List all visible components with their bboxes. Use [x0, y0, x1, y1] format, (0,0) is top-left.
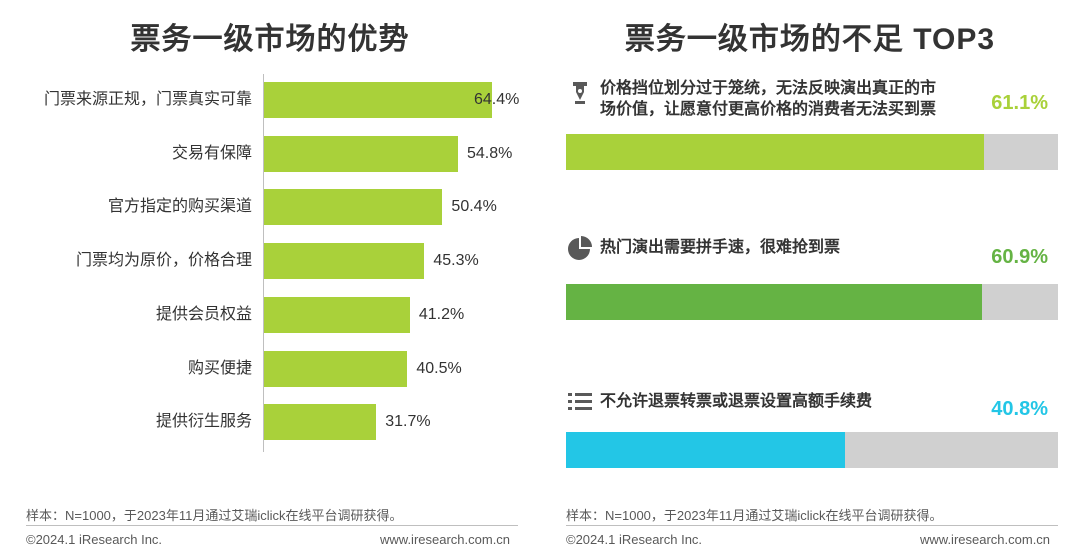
- data-label: 40.5%: [416, 359, 462, 377]
- advantages-title: 票务一级市场的优势: [130, 23, 410, 56]
- shortcoming-text: 热门演出需要拼手速，很难抢到票: [600, 239, 841, 256]
- advantages-panel: 票务一级市场的优势 门票来源正规，门票真实可靠 64.4% 交易有保障 54.8% 官方…: [0, 23, 540, 547]
- shortcoming-text: 价格挡位划分过于笼统，无法反映演出真正的市场价值，让愿意付更高价格的消费者无法买…: [600, 80, 937, 118]
- category-label: 门票来源正规，门票真实可靠: [43, 91, 252, 108]
- data-label: 45.3%: [433, 252, 479, 270]
- shortcoming-track-1: [566, 134, 1058, 170]
- shortcoming-track-3: [566, 432, 1058, 468]
- bar-row: 官方指定的购买渠道 50.4%: [0, 189, 540, 226]
- shortcoming-bar-3: [566, 432, 845, 468]
- data-label: 50.4%: [451, 198, 497, 216]
- list-icon: [566, 388, 594, 416]
- bar: [264, 135, 458, 172]
- bar: [264, 243, 425, 280]
- bar: [264, 296, 410, 333]
- shortcoming-text: 不允许退票转票或退票设置高额手续费: [600, 393, 873, 410]
- sample-note: 样本：N=1000，于2023年11月通过艾瑞iclick在线平台调研获得。: [26, 508, 403, 523]
- bar-row: 门票来源正规，门票真实可靠 64.4%: [0, 82, 540, 118]
- category-label: 官方指定的购买渠道: [107, 198, 252, 216]
- data-label: 54.8%: [467, 144, 513, 162]
- category-axis-line: [263, 74, 264, 452]
- bar: [264, 404, 377, 441]
- shortcoming-value: 61.1%: [991, 92, 1048, 114]
- shortcoming-track-2: [566, 284, 1058, 320]
- pen-nib-icon: [566, 78, 594, 106]
- bar-row: 提供会员权益 41.2%: [0, 296, 540, 333]
- data-label: 31.7%: [385, 413, 431, 431]
- bar-row: 提供衍生服务 31.7%: [0, 404, 540, 441]
- bar: [264, 350, 408, 387]
- category-label: 门票均为原价，价格合理: [75, 252, 252, 270]
- data-label: 41.2%: [418, 305, 465, 323]
- bar: [264, 82, 492, 118]
- copyright-text: ©2024.1 iResearch Inc.: [566, 532, 703, 547]
- shortcomings-panel: 票务一级市场的不足 TOP3 价格挡位划分过于笼统，无法反映演出真正的市场价值，…: [540, 0, 1080, 553]
- bar-row: 购买便捷 40.5%: [0, 350, 540, 387]
- shortcoming-bar-2: [566, 284, 983, 320]
- bar: [264, 189, 443, 226]
- bar-row: 交易有保障 54.8%: [0, 135, 540, 172]
- bar-row: 门票均为原价，价格合理 45.3%: [0, 243, 540, 280]
- category-label: 提供会员权益: [155, 305, 252, 323]
- category-label: 购买便捷: [187, 359, 252, 377]
- data-label: 64.4%: [474, 91, 520, 108]
- footer-divider: [566, 525, 1058, 526]
- pie-chart-icon: [566, 234, 594, 262]
- category-label: 交易有保障: [171, 144, 252, 162]
- category-label: 提供衍生服务: [155, 413, 252, 431]
- website-text: www.iresearch.com.cn: [380, 532, 511, 547]
- shortcoming-value: 40.8%: [991, 398, 1048, 420]
- sample-note: 样本：N=1000，于2023年11月通过艾瑞iclick在线平台调研获得。: [566, 508, 943, 523]
- shortcoming-value: 60.9%: [991, 246, 1048, 268]
- shortcomings-title: 票务一级市场的不足 TOP3: [624, 23, 996, 56]
- copyright-text: ©2024.1 iResearch Inc.: [26, 532, 163, 547]
- website-text: www.iresearch.com.cn: [920, 532, 1051, 547]
- footer-divider: [26, 525, 518, 526]
- shortcoming-bar-1: [566, 134, 984, 170]
